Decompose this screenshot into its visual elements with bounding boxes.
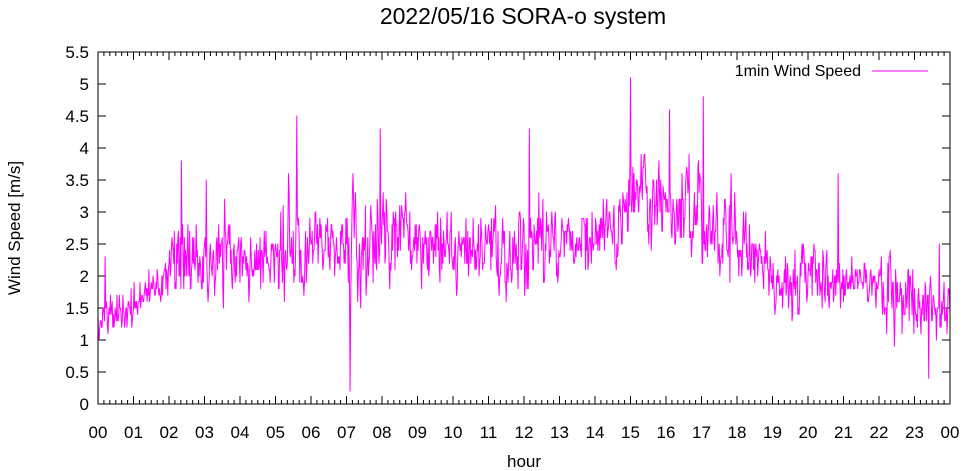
x-tick-label: 22 [870,423,889,442]
x-tick-label: 18 [728,423,747,442]
x-tick-label: 09 [408,423,427,442]
x-axis-ticks: 00 01 02 03 04 05 06 07 08 09 10 11 12 13 14 15 16 17 18 19… [89,52,960,442]
x-tick-label: 03 [195,423,214,442]
y-tick-label: 1.5 [65,299,89,318]
y-tick-label: 2 [80,267,89,286]
x-tick-label: 23 [905,423,924,442]
chart-title: 2022/05/16 SORA-o system [380,3,666,29]
x-tick-label: 14 [586,423,605,442]
y-tick-label: 2.5 [65,235,89,254]
y-tick-label: 0.5 [65,363,89,382]
x-tick-label: 17 [692,423,711,442]
x-tick-label: 00 [89,423,108,442]
y-tick-label: 3.5 [65,171,89,190]
legend: 1min Wind Speed [735,63,928,80]
y-tick-label: 5.5 [65,43,89,62]
x-tick-label: 06 [302,423,321,442]
y-tick-label: 4.5 [65,107,89,126]
x-tick-label: 11 [480,423,498,442]
x-tick-label: 10 [444,423,463,442]
x-tick-label: 04 [231,423,250,442]
x-tick-label: 07 [337,423,356,442]
y-tick-label: 1 [80,331,89,350]
y-axis-label: Wind Speed [m/s] [5,161,24,295]
x-tick-label: 05 [266,423,285,442]
x-tick-label: 00 [941,423,960,442]
y-tick-label: 5 [80,75,89,94]
y-tick-label: 3 [80,203,89,222]
x-tick-label: 02 [160,423,179,442]
x-tick-label: 20 [799,423,818,442]
x-tick-label: 21 [834,423,853,442]
x-tick-label: 12 [515,423,534,442]
series-layer [97,77,951,392]
y-tick-label: 0 [80,395,89,414]
y-axis-ticks: 0 0.5 1 1.5 2 2.5 3 3.5 4 4.5 5 5.5 [65,43,950,414]
plot-frame [97,51,951,405]
x-axis-label: hour [507,452,541,471]
legend-label-wind-speed: 1min Wind Speed [735,63,861,80]
x-tick-label: 15 [621,423,640,442]
x-tick-label: 01 [124,423,143,442]
x-tick-label: 13 [550,423,569,442]
series-line-wind-speed [97,77,951,392]
x-tick-label: 08 [373,423,392,442]
x-tick-label: 19 [763,423,782,442]
y-tick-label: 4 [80,139,89,158]
x-tick-label: 16 [657,423,676,442]
